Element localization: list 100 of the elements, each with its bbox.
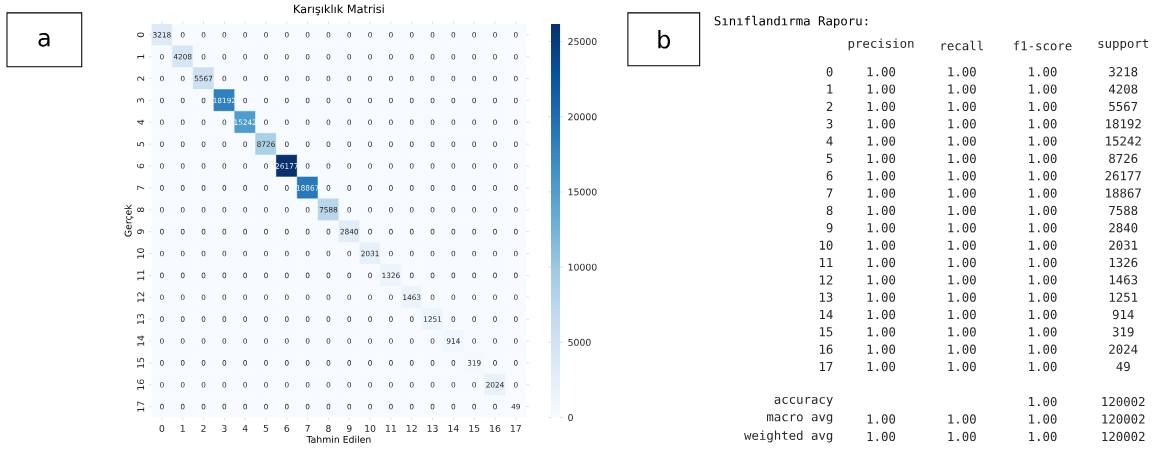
x-tick-label: 12 <box>406 424 417 432</box>
x-tick-label: 8 <box>326 424 331 432</box>
y-tick-label: 7 <box>826 188 833 198</box>
data-label: 1.00 <box>867 361 896 371</box>
x-tick-label: 0 <box>159 424 165 432</box>
y-tick-label: 4 <box>137 119 145 125</box>
y-tick-label: 15 <box>137 357 145 368</box>
y-tick-label: 11 <box>137 270 145 281</box>
y-tick-label: 17 <box>137 401 145 412</box>
data-label: 1.00 <box>1029 66 1057 77</box>
x-tick-label: 14 <box>448 424 459 432</box>
data-label: 1.00 <box>1029 136 1057 146</box>
data-label: 1.00 <box>948 240 976 250</box>
color-bar-label: 10000 <box>568 263 597 271</box>
y-tick-label: 4 <box>826 136 833 146</box>
y-tick-label: 0 <box>137 32 145 37</box>
x-tick-label: recall <box>941 40 983 51</box>
data-label: 120002 <box>1102 431 1145 441</box>
data-label: 1.00 <box>948 326 976 337</box>
y-tick-label: 8 <box>826 205 833 215</box>
y-tick-label: 14 <box>137 335 145 346</box>
data-label: 2840 <box>1109 222 1138 233</box>
data-label: 1.00 <box>948 274 976 285</box>
data-label: 1.00 <box>1029 118 1057 129</box>
x-tick-label: 9 <box>346 424 352 432</box>
y-tick-label: 12 <box>819 275 833 285</box>
y-tick-label: 10 <box>819 240 833 250</box>
data-label: 1.00 <box>1029 240 1057 250</box>
x-tick-label: 1 <box>180 424 185 432</box>
data-label: 1.00 <box>867 205 896 215</box>
y-tick-label: 6 <box>826 170 833 181</box>
data-label: 1.00 <box>948 101 976 111</box>
x-tick-label: 5 <box>263 424 269 432</box>
y-tick-label: 2 <box>137 76 145 81</box>
y-tick-label: macro avg <box>767 414 833 424</box>
data-label: 1.00 <box>948 309 976 319</box>
data-label: 1.00 <box>1029 205 1057 215</box>
data-label: 2024 <box>1109 344 1138 354</box>
data-label: 1.00 <box>867 292 896 302</box>
data-label: 1.00 <box>948 118 976 129</box>
data-label: 1.00 <box>1029 414 1057 424</box>
y-axis-title: Gerçek <box>124 204 134 237</box>
chart-title: Karışıklık Matrisi <box>294 4 384 15</box>
data-label: 1.00 <box>948 222 976 233</box>
y-tick-label: 15 <box>819 327 833 337</box>
y-tick-label: 9 <box>826 222 833 233</box>
data-label: 1.00 <box>867 414 896 424</box>
y-tick-label: 10 <box>137 248 145 259</box>
text: b <box>658 29 671 49</box>
data-label: 1.00 <box>948 361 976 371</box>
data-label: 1326 <box>1109 257 1138 267</box>
data-label: 1.00 <box>867 274 896 285</box>
data-label: 1.00 <box>1029 257 1057 267</box>
data-label: 914 <box>1112 309 1134 319</box>
data-label: 4208 <box>1108 84 1138 94</box>
data-label: 1.00 <box>1029 396 1057 407</box>
data-label: 8726 <box>1109 153 1138 163</box>
data-label: 1.00 <box>867 326 896 337</box>
data-label: 49 <box>1116 361 1130 371</box>
color-bar-label: 25000 <box>568 37 597 45</box>
x-tick-label: 3 <box>222 424 227 432</box>
data-label: 26177 <box>1105 170 1141 181</box>
color-bar-label: 0 <box>568 413 573 421</box>
data-label: 120002 <box>1102 396 1145 407</box>
x-tick-label: support <box>1098 38 1149 51</box>
data-label: 15242 <box>1106 136 1141 146</box>
text: a <box>38 32 50 47</box>
y-tick-label: 16 <box>137 379 145 390</box>
y-tick-label: 13 <box>137 313 145 324</box>
data-label: 7588 <box>1109 205 1138 215</box>
data-label: 319 <box>1112 326 1134 337</box>
x-tick-label: f1-score <box>1013 40 1072 51</box>
x-tick-label: 15 <box>469 424 480 432</box>
data-label: 1.00 <box>1029 222 1057 233</box>
data-label: 1.00 <box>867 170 896 181</box>
data-label: 1.00 <box>948 205 976 215</box>
data-label: 1.00 <box>1029 361 1057 371</box>
data-label: 1.00 <box>948 66 976 77</box>
data-label: 1.00 <box>867 344 896 354</box>
data-label: 1.00 <box>948 344 976 354</box>
y-tick-label: 3 <box>826 118 833 129</box>
data-label: 1.00 <box>867 101 896 111</box>
data-label: 120002 <box>1102 414 1145 424</box>
data-label: 1.00 <box>1029 170 1057 181</box>
data-label: 1.00 <box>867 431 896 441</box>
data-label: 1.00 <box>867 153 896 163</box>
x-tick-label: 7 <box>305 424 310 432</box>
y-tick-label: accuracy <box>774 396 833 407</box>
data-label: 1.00 <box>1029 431 1057 441</box>
chart-title: Sınıflandırma Raporu: <box>714 15 868 28</box>
data-label: 1.00 <box>1029 309 1057 319</box>
data-label: 1.00 <box>948 431 976 441</box>
data-label: 1.00 <box>1029 84 1057 94</box>
data-label: 1.00 <box>1029 188 1057 198</box>
y-tick-label: 13 <box>819 292 833 302</box>
x-tick-label: 4 <box>242 424 248 432</box>
y-tick-label: 7 <box>137 185 145 190</box>
y-tick-label: 3 <box>137 98 145 103</box>
data-label: 1.00 <box>948 136 976 146</box>
data-label: 1463 <box>1109 274 1138 285</box>
